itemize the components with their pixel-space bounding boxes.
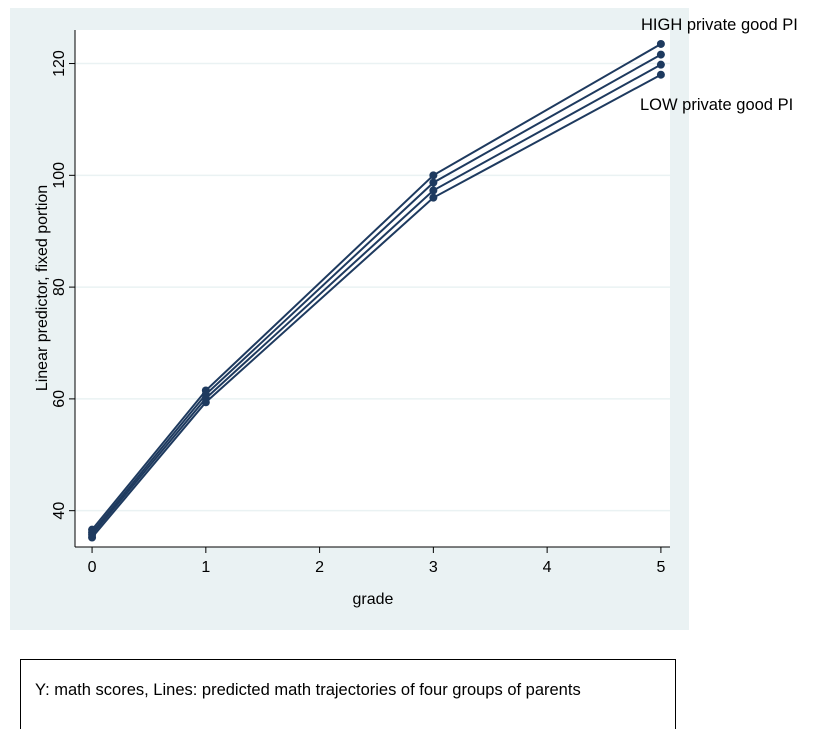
x-tick-label: 3: [429, 559, 438, 576]
series-line-2: [91, 53, 662, 534]
x-axis-title: grade: [353, 591, 394, 608]
data-point: [656, 70, 665, 79]
series-lines: [91, 43, 662, 539]
x-tick-label: 1: [201, 559, 210, 576]
series-line-1: [91, 43, 662, 531]
x-tick-label: 4: [543, 559, 552, 576]
series-line-3: [91, 63, 662, 536]
y-ticks: 40 60 80 100 120: [51, 50, 75, 520]
data-point: [201, 398, 210, 407]
series-points: [88, 39, 665, 542]
x-tick-label: 2: [315, 559, 324, 576]
data-point: [429, 186, 438, 195]
data-point: [429, 178, 438, 187]
y-tick-label: 80: [51, 278, 68, 296]
plot-area: [75, 30, 670, 547]
data-point: [656, 39, 665, 48]
annotation-low: LOW private good PI: [640, 96, 793, 114]
data-point: [429, 193, 438, 202]
data-point: [656, 50, 665, 59]
grid-lines: [75, 62, 670, 512]
x-tick-label: 0: [88, 559, 97, 576]
caption-text: Y: math scores, Lines: predicted math tr…: [35, 681, 581, 699]
y-tick-label: 60: [51, 390, 68, 408]
annotation-high: HIGH private good PI: [641, 16, 798, 34]
data-point: [88, 533, 97, 542]
series-line-4: [91, 73, 662, 539]
x-ticks: 0 1 2 3 4 5: [88, 547, 665, 576]
y-tick-label: 100: [51, 162, 68, 189]
line-chart: 40 60 80 100 120 0 1 2 3 4 5 grade Linear predict…: [34, 16, 798, 608]
x-tick-label: 5: [656, 559, 665, 576]
y-tick-label: 40: [51, 502, 68, 520]
y-axis-title: Linear predictor, fixed portion: [34, 185, 51, 391]
data-point: [429, 171, 438, 180]
caption-box: Y: math scores, Lines: predicted math tr…: [20, 659, 676, 729]
y-tick-label: 120: [51, 50, 68, 77]
data-point: [656, 60, 665, 69]
